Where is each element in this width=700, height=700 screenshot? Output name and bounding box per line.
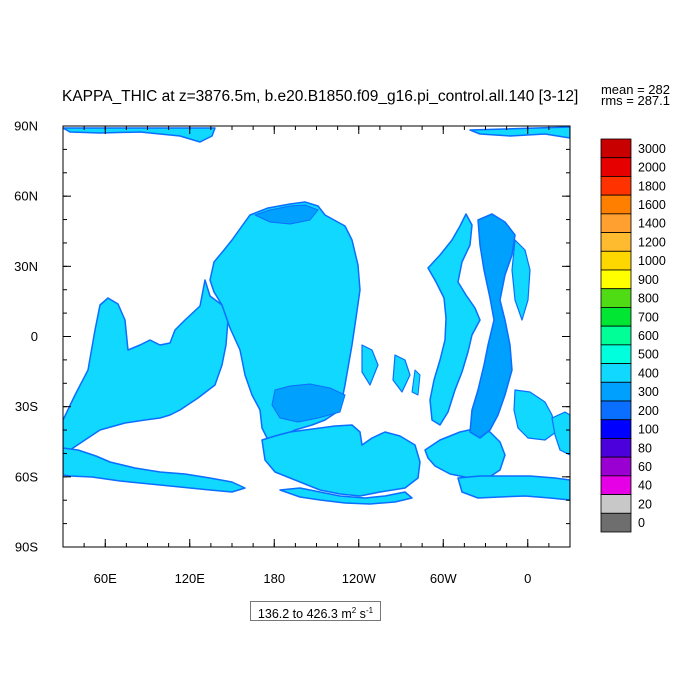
range-mid: s: [356, 607, 366, 621]
colorbar-level-label: 1400: [638, 217, 666, 231]
colorbar-swatch: [600, 232, 632, 252]
colorbar-level-label: 20: [638, 497, 652, 511]
axis-tick-labels: 60E 120E 180 120W 60W 0 90N 60N 30N 0 30S 60S 90S: [14, 119, 531, 587]
colorbar-swatch: [600, 176, 632, 196]
colorbar-level-label: 600: [638, 329, 659, 343]
colorbar-swatch: [600, 344, 632, 364]
map-field: [63, 126, 570, 505]
indian-ocean: [63, 279, 246, 493]
x-tick-label: 180: [263, 571, 285, 586]
colorbar-level-label: 1200: [638, 235, 666, 249]
x-tick-label: 120E: [175, 571, 206, 586]
colorbar-level-label: 2000: [638, 161, 666, 175]
colorbar-swatch: [600, 419, 632, 439]
data-range-label: 136.2 to 426.3 m2 s-1: [250, 601, 381, 621]
colorbar-level-label: 80: [638, 441, 652, 455]
axis-ticks: [62, 125, 571, 548]
atlantic-ocean: [427, 213, 570, 456]
colorbar-level-label: 900: [638, 273, 659, 287]
colorbar-swatch: [600, 157, 632, 177]
arctic-ocean: [63, 126, 570, 143]
southern-ocean: [261, 424, 570, 505]
rms-label: rms = 287.1: [601, 93, 670, 108]
colorbar-level-label: 1000: [638, 254, 666, 268]
colorbar-swatch: [600, 138, 632, 159]
colorbar: 0 20 40 60 80 100 200 300 400 500 600 700 800 900 1000…: [600, 138, 666, 533]
colorbar-level-label: 500: [638, 348, 659, 362]
colorbar-level-label: 200: [638, 404, 659, 418]
colorbar-level-label: 3000: [638, 142, 666, 156]
colorbar-swatch: [600, 438, 632, 458]
colorbar-swatch: [600, 381, 632, 402]
y-tick-label: 30S: [15, 399, 38, 414]
colorbar-level-label: 700: [638, 310, 659, 324]
colorbar-level-label: 1600: [638, 198, 666, 212]
colorbar-swatch: [600, 400, 632, 421]
colorbar-swatch: [600, 269, 632, 290]
y-tick-label: 90N: [14, 119, 38, 134]
y-tick-label: 90S: [15, 540, 38, 555]
colorbar-swatch: [600, 194, 632, 215]
colorbar-level-label: 800: [638, 292, 659, 306]
colorbar-swatch: [600, 325, 632, 346]
colorbar-swatch: [600, 288, 632, 308]
chart-title: KAPPA_THIC at z=3876.5m, b.e20.B1850.f09…: [62, 88, 578, 105]
x-tick-label: 120W: [342, 571, 377, 586]
colorbar-level-label: 400: [638, 366, 659, 380]
colorbar-level-label: 100: [638, 423, 659, 437]
mean-label: mean = 282: [601, 82, 670, 97]
colorbar-level-label: 0: [638, 516, 645, 530]
range-exp-1: 2: [351, 606, 357, 615]
y-tick-label: 60N: [14, 189, 38, 204]
colorbar-swatch: [600, 363, 632, 383]
colorbar-level-label: 300: [638, 385, 659, 399]
pacific-ocean: [209, 201, 421, 441]
colorbar-swatch: [600, 475, 632, 495]
colorbar-level-label: 1800: [638, 179, 666, 193]
colorbar-swatch: [600, 456, 632, 477]
x-tick-label: 60E: [94, 571, 117, 586]
colorbar-swatch: [600, 494, 632, 514]
y-tick-label: 30N: [14, 259, 38, 274]
range-exp-2: -1: [365, 606, 374, 615]
colorbar-swatch: [600, 213, 632, 233]
x-tick-label: 60W: [430, 571, 457, 586]
colorbar-swatch: [600, 512, 632, 533]
colorbar-swatch: [600, 307, 632, 327]
y-tick-label: 60S: [15, 469, 38, 484]
colorbar-level-label: 60: [638, 460, 652, 474]
colorbar-swatch: [600, 250, 632, 271]
range-prefix: 136.2 to 426.3 m: [257, 607, 352, 621]
x-tick-label: 0: [524, 571, 531, 586]
colorbar-level-label: 40: [638, 479, 652, 493]
y-tick-label: 0: [31, 329, 38, 344]
